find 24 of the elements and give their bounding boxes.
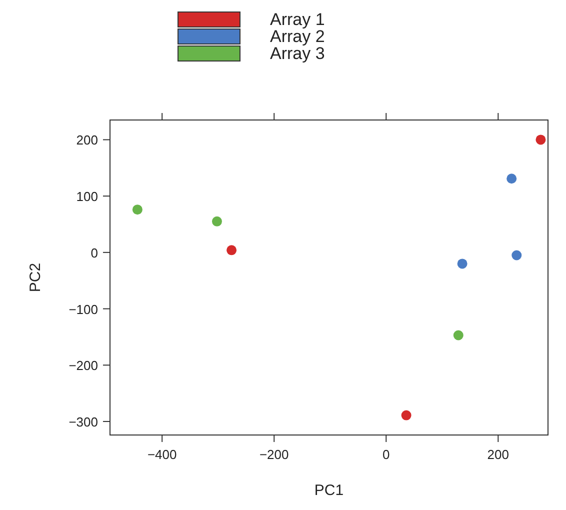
point [226, 245, 237, 256]
point [512, 250, 522, 260]
point [506, 174, 517, 184]
point [132, 204, 142, 215]
x-tick-label: 0 [382, 447, 390, 462]
y-tick-label: 200 [76, 132, 98, 148]
y-tick-label: −100 [68, 302, 98, 317]
point [453, 330, 464, 340]
legend-label: Array 2 [270, 27, 325, 46]
x-tick-label: −400 [147, 447, 177, 462]
point [536, 134, 546, 145]
y-tick-label: 100 [76, 189, 98, 204]
x-axis-title: PC1 [314, 482, 344, 499]
legend-label: Array 3 [270, 44, 325, 63]
point [401, 410, 412, 420]
point [212, 216, 222, 226]
x-tick-label: −200 [259, 447, 289, 462]
y-tick-label: −200 [68, 358, 98, 374]
point [457, 258, 468, 269]
legend-label: Array 1 [270, 10, 325, 29]
y-tick-label: −300 [68, 414, 98, 430]
y-tick-label: 0 [90, 245, 98, 260]
x-tick-label: 200 [487, 447, 510, 462]
y-axis-title: PC2 [27, 262, 44, 292]
